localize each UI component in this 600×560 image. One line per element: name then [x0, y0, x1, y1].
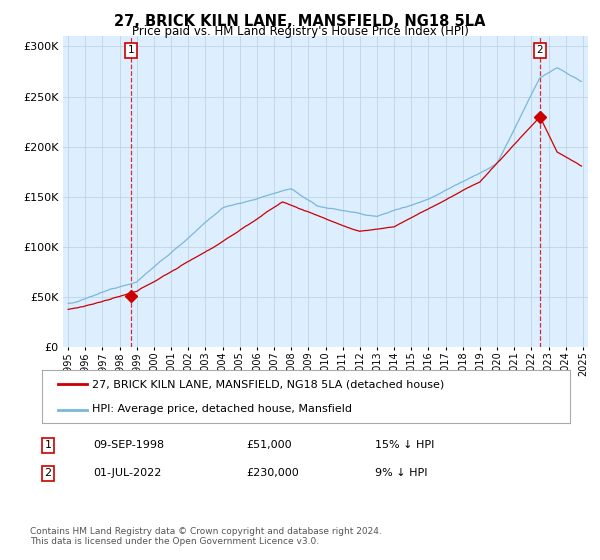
- Text: 2: 2: [44, 468, 52, 478]
- Text: 9% ↓ HPI: 9% ↓ HPI: [375, 468, 427, 478]
- Text: Price paid vs. HM Land Registry's House Price Index (HPI): Price paid vs. HM Land Registry's House …: [131, 25, 469, 38]
- Text: 09-SEP-1998: 09-SEP-1998: [93, 440, 164, 450]
- Text: 1: 1: [128, 45, 134, 55]
- Text: 01-JUL-2022: 01-JUL-2022: [93, 468, 161, 478]
- Text: £51,000: £51,000: [246, 440, 292, 450]
- Text: 27, BRICK KILN LANE, MANSFIELD, NG18 5LA: 27, BRICK KILN LANE, MANSFIELD, NG18 5LA: [114, 14, 486, 29]
- Text: 1: 1: [44, 440, 52, 450]
- Text: 15% ↓ HPI: 15% ↓ HPI: [375, 440, 434, 450]
- Text: HPI: Average price, detached house, Mansfield: HPI: Average price, detached house, Mans…: [92, 404, 352, 414]
- Text: 2: 2: [536, 45, 543, 55]
- Text: £230,000: £230,000: [246, 468, 299, 478]
- Text: Contains HM Land Registry data © Crown copyright and database right 2024.
This d: Contains HM Land Registry data © Crown c…: [30, 526, 382, 546]
- Text: 27, BRICK KILN LANE, MANSFIELD, NG18 5LA (detached house): 27, BRICK KILN LANE, MANSFIELD, NG18 5LA…: [92, 380, 445, 390]
